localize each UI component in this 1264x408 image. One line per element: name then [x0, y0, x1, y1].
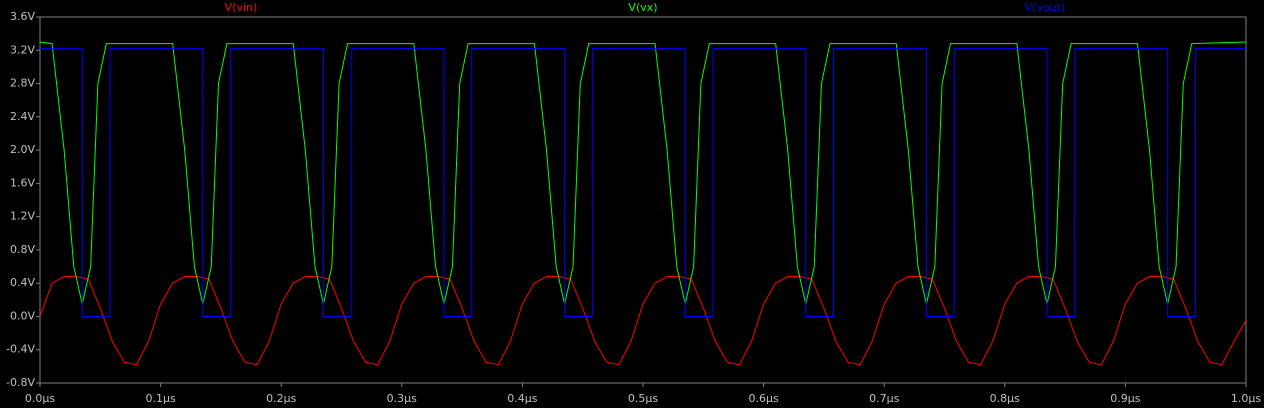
series-line [40, 48, 1246, 317]
y-tick-label: 1.6V [10, 176, 35, 189]
x-tick-label: 1.0µs [1231, 392, 1261, 405]
x-tick-label: 0.5µs [628, 392, 658, 405]
x-tick-label: 0.2µs [266, 392, 296, 405]
y-tick-label: 2.0V [10, 143, 35, 156]
y-tick-label: 3.6V [10, 10, 35, 23]
y-tick-label: 0.8V [10, 243, 35, 256]
y-tick-label: -0.4V [6, 343, 35, 356]
y-tick-label: 2.8V [10, 77, 35, 90]
series-line [39, 41, 1247, 305]
y-tick-label: 0.0V [10, 309, 35, 322]
x-tick-label: 0.8µs [990, 392, 1020, 405]
x-tick-label: 0.0µs [25, 392, 55, 405]
y-tick-label: 1.2V [10, 210, 35, 223]
x-tick-label: 0.6µs [748, 392, 778, 405]
series-line [39, 276, 1247, 366]
legend-entry: V(vin) [225, 1, 258, 14]
y-tick-label: 0.4V [10, 276, 35, 289]
legend-entry: V(vx) [628, 1, 657, 14]
x-tick-label: 0.4µs [507, 392, 537, 405]
y-tick-label: 3.2V [10, 43, 35, 56]
x-tick-label: 0.9µs [1110, 392, 1140, 405]
legend-entry: V(vout) [1025, 1, 1066, 14]
y-tick-label: -0.8V [6, 376, 35, 389]
y-tick-label: 2.4V [10, 110, 35, 123]
x-tick-label: 0.7µs [869, 392, 899, 405]
x-tick-label: 0.1µs [145, 392, 175, 405]
x-tick-label: 0.3µs [387, 392, 417, 405]
